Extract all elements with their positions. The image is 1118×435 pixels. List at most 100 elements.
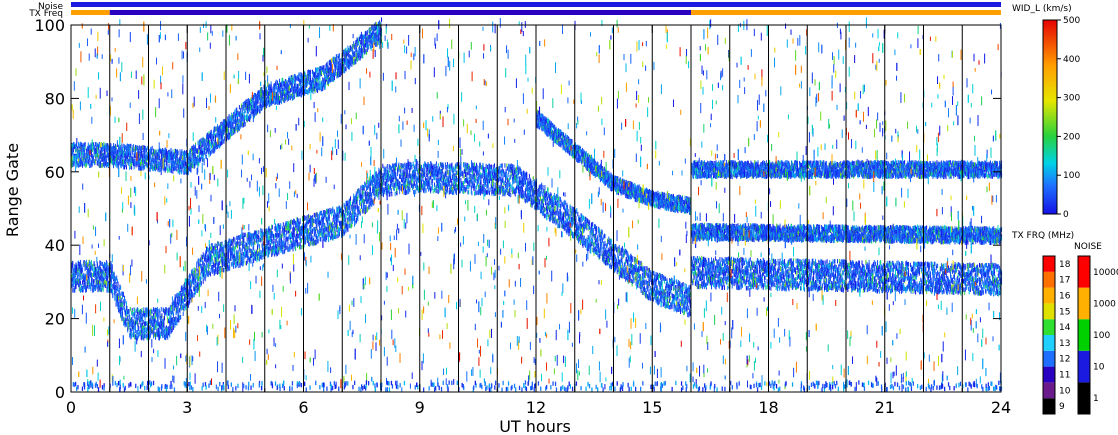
data-cell [129,319,131,324]
data-cell [262,232,264,237]
data-cell [186,286,188,292]
data-cell [379,188,381,193]
data-cell [327,209,329,215]
data-cell [371,176,373,181]
data-cell [257,253,259,258]
data-cell [377,193,379,198]
data-cell [284,232,286,238]
data-cell [210,259,212,265]
data-cell [182,296,184,301]
data-cell [377,173,379,179]
data-cell [207,272,209,277]
data-cell [339,208,341,213]
data-cell [248,245,250,250]
data-cell [78,266,80,271]
data-cell [462,173,464,178]
data-cell [71,262,73,268]
data-cell [141,316,143,321]
data-cell [286,236,288,241]
data-cell [388,185,390,190]
data-cell [370,187,372,192]
data-cell [128,309,130,314]
data-cell [155,316,157,322]
data-cell [311,215,313,221]
data-cell [290,224,292,229]
data-cell [364,183,366,189]
data-cell [382,177,384,183]
data-cell [432,189,434,194]
data-cell [344,210,346,215]
data-cell [111,268,113,274]
data-cell [249,248,251,253]
data-cell [217,252,219,257]
data-cell [173,301,175,307]
data-cell [376,189,378,194]
data-cell [106,268,108,274]
data-cell [127,325,129,330]
data-cell [113,279,115,284]
data-cell [224,256,226,262]
data-cell [158,335,160,341]
data-cell [350,210,352,216]
data-cell [244,250,246,256]
data-cell [355,199,357,205]
data-cell [209,254,211,259]
data-cell [257,255,259,260]
data-cell [94,272,96,278]
data-cell [293,218,295,224]
data-cell [217,270,219,275]
data-cell [194,277,196,283]
data-cell [209,254,211,259]
data-cell [286,230,288,235]
data-cell [118,302,120,307]
data-cell [250,259,252,264]
data-cell [169,307,171,312]
data-cell [346,203,348,208]
data-cell [168,311,170,316]
data-cell [248,232,250,237]
data-cell [126,305,128,311]
data-cell [183,287,185,292]
data-cell [94,271,96,276]
data-cell [138,333,140,338]
data-cell [381,176,383,181]
data-cell [121,316,123,321]
data-cell [105,281,107,286]
data-cell [326,209,328,214]
data-cell [217,267,219,272]
data-cell [169,329,171,334]
data-cell [205,250,207,255]
data-cell [140,323,142,328]
data-cell [397,163,399,168]
data-cell [480,174,482,180]
data-cell [78,281,80,286]
data-cell [238,258,240,264]
data-cell [155,313,157,318]
data-cell [371,192,373,197]
data-cell [511,184,513,189]
data-cell [97,275,99,280]
data-cell [100,260,102,266]
data-cell [228,238,230,243]
data-cell [353,208,355,213]
data-cell [227,252,229,257]
data-cell [561,211,563,216]
data-cell [390,173,392,178]
data-cell [96,261,98,266]
data-cell [215,245,217,250]
data-cell [133,320,135,325]
data-cell [330,224,332,230]
data-cell [241,248,243,253]
data-cell [238,235,240,241]
data-cell [180,299,182,304]
data-cell [153,316,155,321]
data-cell [158,323,160,328]
data-cell [255,230,257,235]
data-cell [235,263,237,268]
data-cell [251,249,253,254]
txfreq-segment [109,10,691,15]
data-cell [94,284,96,289]
txfreq-segment [691,10,1001,15]
data-cell [93,279,95,284]
data-cell [242,256,244,262]
